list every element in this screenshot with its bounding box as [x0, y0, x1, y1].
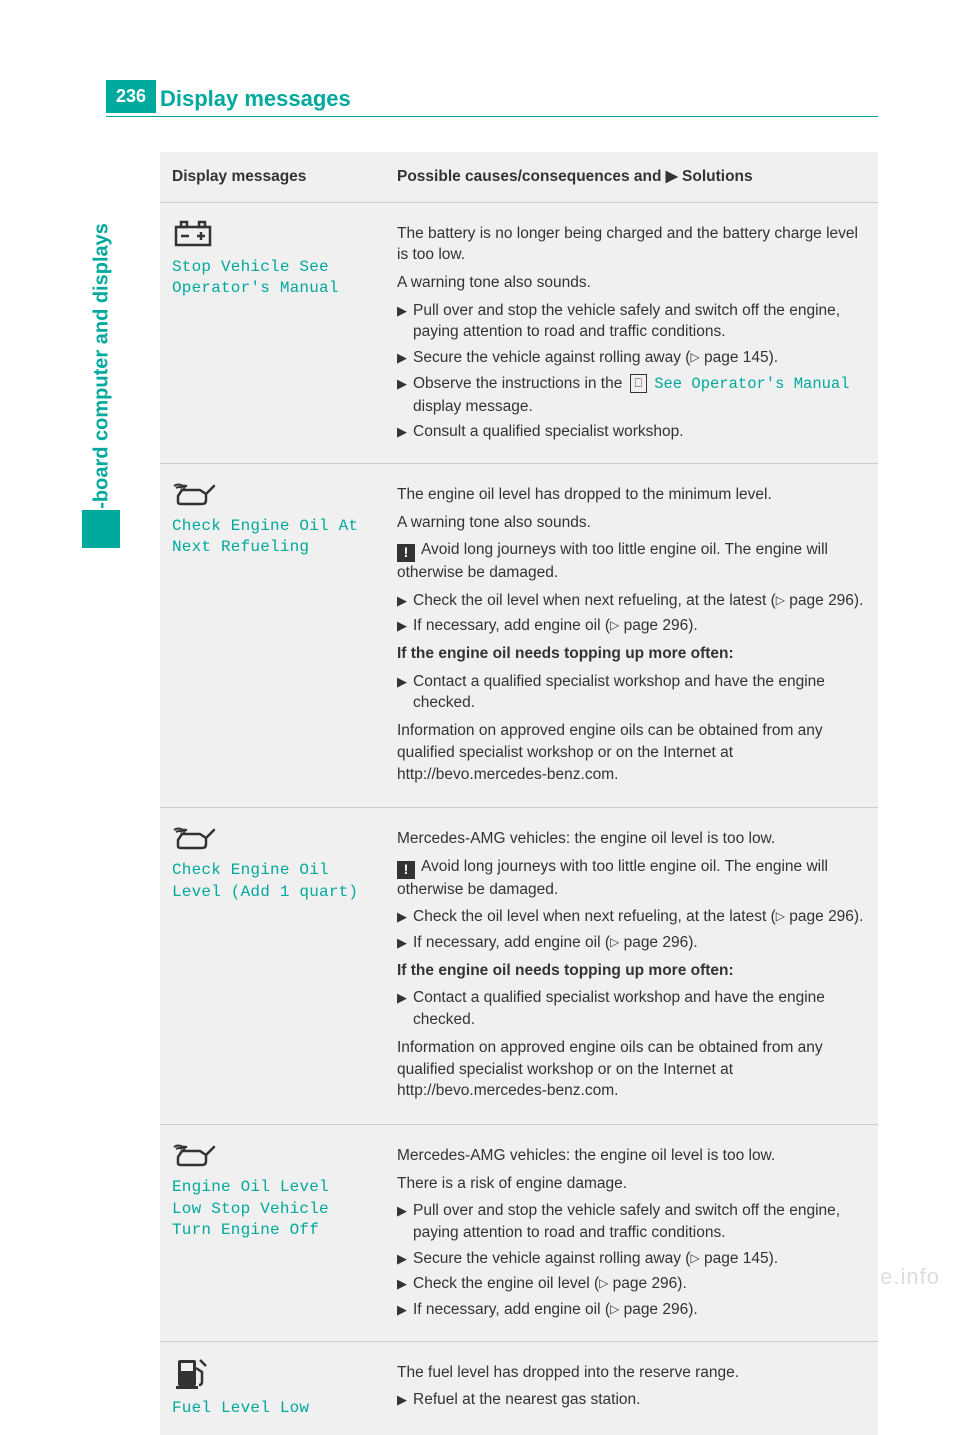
- body-text: The fuel level has dropped into the rese…: [397, 1362, 866, 1384]
- action-bullet: ▶Secure the vehicle against rolling away…: [397, 347, 866, 369]
- bullet-arrow-icon: ▶: [397, 1200, 413, 1243]
- bullet-text: Consult a qualified specialist workshop.: [413, 421, 866, 443]
- bullet-arrow-icon: ▶: [397, 300, 413, 343]
- solutions-arrow-icon: ▶: [666, 168, 678, 185]
- solution-cell: Mercedes-AMG vehicles: the engine oil le…: [385, 1124, 878, 1341]
- bullet-arrow-icon: ▶: [397, 906, 413, 928]
- bullet-arrow-icon: ▶: [397, 1273, 413, 1295]
- caution-text: !Avoid long journeys with too little eng…: [397, 856, 866, 900]
- message-cell: Fuel Level Low: [160, 1341, 385, 1435]
- exclamation-icon: !: [397, 861, 415, 879]
- body-text: Mercedes-AMG vehicles: the engine oil le…: [397, 828, 866, 850]
- action-bullet: ▶If necessary, add engine oil (▷ page 29…: [397, 1299, 866, 1321]
- side-tab-label: On-board computer and displays: [91, 167, 114, 537]
- page-number: 236: [106, 80, 156, 113]
- bullet-text: If necessary, add engine oil (▷ page 296…: [413, 615, 866, 637]
- display-message-text: Engine Oil LevelLow Stop VehicleTurn Eng…: [172, 1177, 373, 1242]
- body-text: Mercedes-AMG vehicles: the engine oil le…: [397, 1145, 866, 1167]
- bullet-arrow-icon: ▶: [397, 590, 413, 612]
- bullet-arrow-icon: ▶: [397, 615, 413, 637]
- page-title: Display messages: [160, 86, 351, 112]
- bullet-arrow-icon: ▶: [397, 373, 413, 417]
- bullet-arrow-icon: ▶: [397, 1299, 413, 1321]
- action-bullet: ▶Contact a qualified specialist workshop…: [397, 671, 866, 714]
- solution-cell: Mercedes-AMG vehicles: the engine oil le…: [385, 808, 878, 1125]
- table-row: Stop Vehicle SeeOperator's Manual The bat…: [160, 202, 878, 463]
- bullet-arrow-icon: ▶: [397, 421, 413, 443]
- body-text: Information on approved engine oils can …: [397, 1037, 866, 1102]
- display-message-text: Fuel Level Low: [172, 1398, 373, 1420]
- bullet-text: If necessary, add engine oil (▷ page 296…: [413, 1299, 866, 1321]
- bold-heading: If the engine oil needs topping up more …: [397, 960, 866, 982]
- bullet-arrow-icon: ▶: [397, 671, 413, 714]
- content-panel: Display messages Possible causes/consequ…: [160, 152, 878, 1435]
- title-rule: [106, 116, 878, 117]
- message-cell: Check Engine OilLevel (Add 1 quart): [160, 808, 385, 1125]
- body-text: The engine oil level has dropped to the …: [397, 484, 866, 506]
- bullet-text: Contact a qualified specialist workshop …: [413, 987, 866, 1030]
- table-header-right: Possible causes/consequences and ▶ Solut…: [385, 152, 878, 202]
- action-bullet: ▶Check the oil level when next refueling…: [397, 590, 866, 612]
- caution-text: !Avoid long journeys with too little eng…: [397, 539, 866, 583]
- body-text: A warning tone also sounds.: [397, 272, 866, 294]
- action-bullet: ▶Observe the instructions in the ⎕ See O…: [397, 373, 866, 417]
- bullet-arrow-icon: ▶: [397, 1248, 413, 1270]
- header-right-prefix: Possible causes/consequences and: [397, 168, 666, 185]
- table-row: Check Engine Oil AtNext Refueling The eng…: [160, 463, 878, 807]
- bullet-text: Contact a qualified specialist workshop …: [413, 671, 866, 714]
- fuel-pump-icon: [172, 1356, 212, 1390]
- action-bullet: ▶Contact a qualified specialist workshop…: [397, 987, 866, 1030]
- message-cell: Stop Vehicle SeeOperator's Manual: [160, 202, 385, 463]
- bullet-text: Pull over and stop the vehicle safely an…: [413, 1200, 866, 1243]
- table-row: Engine Oil LevelLow Stop VehicleTurn Eng…: [160, 1124, 878, 1341]
- exclamation-icon: !: [397, 544, 415, 562]
- bullet-arrow-icon: ▶: [397, 987, 413, 1030]
- action-bullet: ▶Refuel at the nearest gas station.: [397, 1389, 866, 1411]
- display-message-text: Check Engine Oil AtNext Refueling: [172, 516, 373, 559]
- table-row: Fuel Level Low The fuel level has dropped…: [160, 1341, 878, 1435]
- solution-cell: The battery is no longer being charged a…: [385, 202, 878, 463]
- message-cell: Check Engine Oil AtNext Refueling: [160, 463, 385, 807]
- body-text: The battery is no longer being charged a…: [397, 223, 866, 266]
- bullet-text: Refuel at the nearest gas station.: [413, 1389, 866, 1411]
- bullet-arrow-icon: ▶: [397, 1389, 413, 1411]
- action-bullet: ▶If necessary, add engine oil (▷ page 29…: [397, 615, 866, 637]
- solution-cell: The fuel level has dropped into the rese…: [385, 1341, 878, 1435]
- bullet-text: Check the oil level when next refueling,…: [413, 590, 866, 612]
- display-message-text: Check Engine OilLevel (Add 1 quart): [172, 860, 373, 903]
- bullet-arrow-icon: ▶: [397, 347, 413, 369]
- bullet-text: Pull over and stop the vehicle safely an…: [413, 300, 866, 343]
- action-bullet: ▶Check the oil level when next refueling…: [397, 906, 866, 928]
- bullet-text: Secure the vehicle against rolling away …: [413, 1248, 866, 1270]
- oil-can-icon: [172, 1139, 220, 1169]
- bullet-text: Check the oil level when next refueling,…: [413, 906, 866, 928]
- display-message-text: Stop Vehicle SeeOperator's Manual: [172, 257, 373, 300]
- bullet-text: Secure the vehicle against rolling away …: [413, 347, 866, 369]
- solution-cell: The engine oil level has dropped to the …: [385, 463, 878, 807]
- header-right-suffix: Solutions: [678, 168, 753, 185]
- side-tab: On-board computer and displays: [82, 160, 120, 560]
- messages-table: Display messages Possible causes/consequ…: [160, 152, 878, 1435]
- body-text: A warning tone also sounds.: [397, 512, 866, 534]
- battery-icon: [172, 217, 216, 249]
- message-cell: Engine Oil LevelLow Stop VehicleTurn Eng…: [160, 1124, 385, 1341]
- oil-can-icon: [172, 478, 220, 508]
- oil-can-icon: [172, 822, 220, 852]
- action-bullet: ▶Secure the vehicle against rolling away…: [397, 1248, 866, 1270]
- bullet-text: If necessary, add engine oil (▷ page 296…: [413, 932, 866, 954]
- bullet-arrow-icon: ▶: [397, 932, 413, 954]
- table-row: Check Engine OilLevel (Add 1 quart) Merce…: [160, 808, 878, 1125]
- body-text: Information on approved engine oils can …: [397, 720, 866, 785]
- action-bullet: ▶If necessary, add engine oil (▷ page 29…: [397, 932, 866, 954]
- action-bullet: ▶Pull over and stop the vehicle safely a…: [397, 1200, 866, 1243]
- body-text: There is a risk of engine damage.: [397, 1173, 866, 1195]
- table-header-left: Display messages: [160, 152, 385, 202]
- side-tab-block: [82, 510, 120, 548]
- bullet-text: Check the engine oil level (▷ page 296).: [413, 1273, 866, 1295]
- bullet-text: Observe the instructions in the ⎕ See Op…: [413, 373, 866, 417]
- bold-heading: If the engine oil needs topping up more …: [397, 643, 866, 665]
- action-bullet: ▶Check the engine oil level (▷ page 296)…: [397, 1273, 866, 1295]
- action-bullet: ▶Consult a qualified specialist workshop…: [397, 421, 866, 443]
- action-bullet: ▶Pull over and stop the vehicle safely a…: [397, 300, 866, 343]
